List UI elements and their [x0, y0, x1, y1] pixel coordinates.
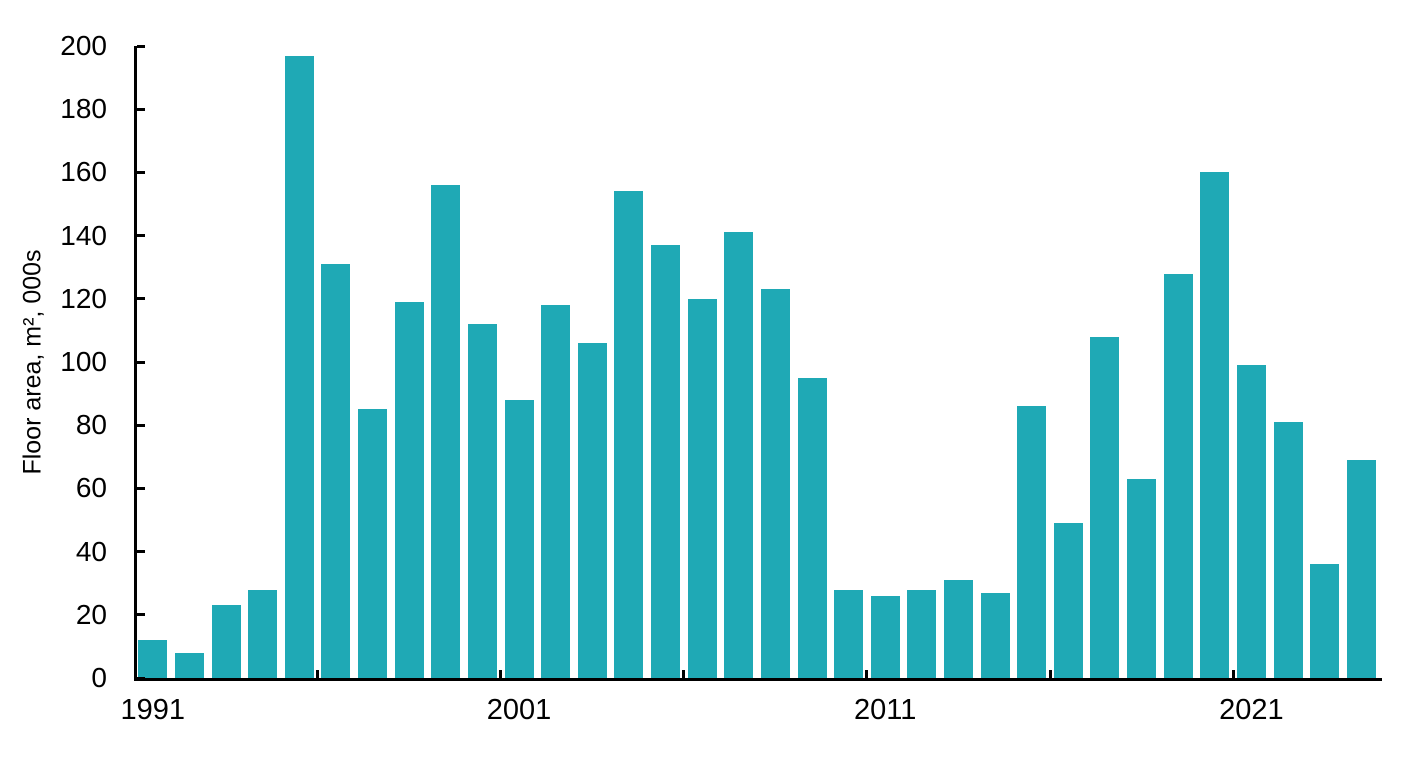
bar-2013: [943, 580, 973, 678]
bar-2021: [1236, 365, 1266, 678]
y-axis-tick-0: [137, 676, 145, 680]
x-axis-label-2021: 2021: [1219, 694, 1284, 726]
y-axis-label-0: 0: [91, 662, 107, 693]
x-axis-tick-after-2015: [1048, 670, 1052, 678]
bar-2003: [577, 343, 607, 678]
x-axis-tick-after-2000: [499, 670, 503, 678]
y-axis-label-120: 120: [60, 282, 107, 314]
x-axis-label-2011: 2011: [854, 694, 917, 726]
bar-1998: [394, 302, 424, 678]
y-axis-tick-160: [137, 170, 145, 174]
bar-2010: [834, 589, 864, 678]
bar-2006: [687, 298, 717, 678]
x-axis-tick-after-2005: [682, 670, 686, 678]
bar-2005: [651, 245, 680, 678]
bar-2002: [541, 305, 571, 678]
y-axis-tick-200: [137, 44, 145, 48]
y-axis-label-180: 180: [60, 93, 107, 125]
y-axis-label-160: 160: [60, 156, 107, 188]
bar-2009: [797, 377, 827, 678]
x-axis-tick-after-1995: [316, 670, 320, 678]
bar-2019: [1163, 273, 1193, 678]
bar-1993: [211, 605, 241, 678]
bar-2018: [1127, 478, 1156, 678]
bar-1996: [321, 264, 351, 678]
x-axis-tick-after-2020: [1231, 670, 1235, 678]
y-axis-tick-40: [137, 550, 145, 554]
y-axis-label-40: 40: [75, 535, 107, 567]
x-axis-label-1991: 1991: [120, 694, 186, 726]
bar-2023: [1310, 564, 1340, 678]
bar-1997: [358, 409, 387, 678]
bar-2017: [1090, 336, 1120, 678]
bar-2016: [1053, 523, 1083, 678]
bar-2012: [907, 589, 937, 678]
y-axis-label-200: 200: [60, 30, 107, 61]
y-axis-label-60: 60: [75, 472, 107, 504]
y-axis-tick-180: [137, 107, 145, 111]
bar-1999: [431, 185, 461, 678]
x-axis-tick-after-2010: [865, 670, 869, 678]
bar-1995: [284, 55, 314, 678]
y-axis-tick-100: [137, 360, 145, 364]
bar-2024: [1346, 460, 1376, 678]
bar-2000: [467, 324, 497, 678]
y-axis-tick-120: [137, 297, 145, 301]
y-axis-tick-140: [137, 234, 145, 238]
bar-2001: [504, 399, 534, 678]
bar-1992: [174, 652, 204, 678]
bar-2011: [870, 595, 900, 678]
x-axis-label-2001: 2001: [486, 694, 552, 726]
bar-2022: [1273, 422, 1303, 678]
y-axis-label-20: 20: [75, 598, 107, 630]
y-axis-tick-60: [137, 486, 145, 490]
plot-area: Floor area, m², 000s 0 20 40 60 80 100 120 140 1…: [19, 30, 1382, 726]
bar-2007: [724, 232, 754, 678]
bar-2014: [980, 592, 1010, 678]
y-axis-tick-20: [137, 613, 145, 617]
y-axis-label-80: 80: [75, 409, 107, 441]
bar-1994: [248, 589, 278, 678]
bar-2004: [614, 191, 644, 678]
y-axis-label-140: 140: [60, 219, 107, 251]
bar-1991: [138, 640, 168, 678]
y-axis-label-100: 100: [60, 346, 107, 377]
y-axis-tick-80: [137, 423, 145, 427]
bar-2015: [1017, 406, 1047, 678]
bar-2008: [760, 289, 790, 678]
bar-2020: [1200, 172, 1230, 678]
